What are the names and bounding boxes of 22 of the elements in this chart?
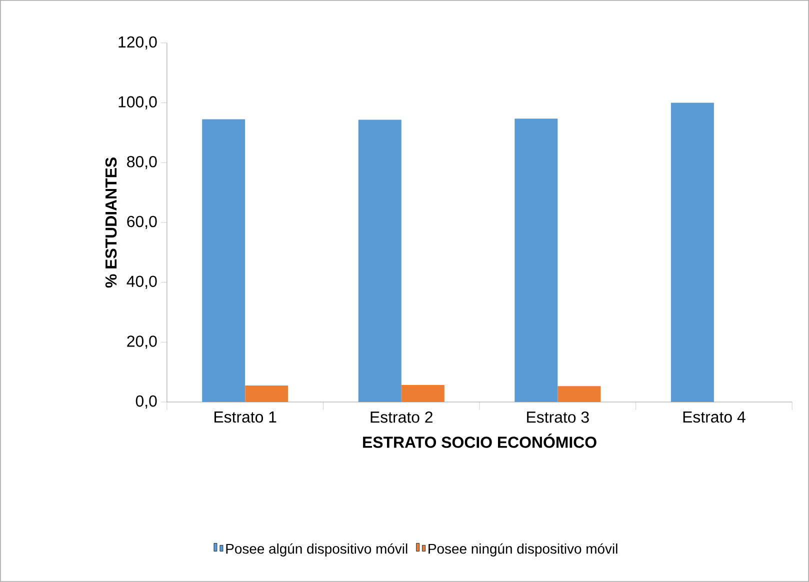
x-tick-label: Estrato 1 [214, 412, 276, 423]
bar [245, 386, 288, 402]
y-tick-label: 100,0 [118, 96, 157, 110]
bar [558, 386, 601, 402]
bar [358, 120, 402, 402]
y-tick-label: 40,0 [126, 276, 157, 289]
bar [670, 102, 714, 402]
legend-label: Posee algún dispositivo móvil [226, 543, 408, 557]
y-axis-title: % ESTUDIANTES [105, 158, 117, 288]
x-tick-label: Estrato 3 [527, 412, 589, 423]
y-tick-label: 20,0 [127, 336, 157, 349]
bar [202, 119, 246, 402]
x-tick-label: Estrato 2 [370, 412, 432, 423]
y-tick-label: 80,0 [127, 156, 157, 170]
bar [401, 384, 444, 402]
y-tick-label: 60,0 [127, 216, 157, 230]
x-tick-label: Estrato 4 [683, 412, 746, 423]
x-axis-title: ESTRATO SOCIO ECONÓMICO [363, 434, 596, 448]
y-tick-label: 120,0 [118, 36, 157, 50]
y-tick-label: 0,0 [136, 395, 157, 409]
legend-label: Posee ningún dispositivo móvil [428, 543, 618, 557]
bar [514, 118, 558, 402]
